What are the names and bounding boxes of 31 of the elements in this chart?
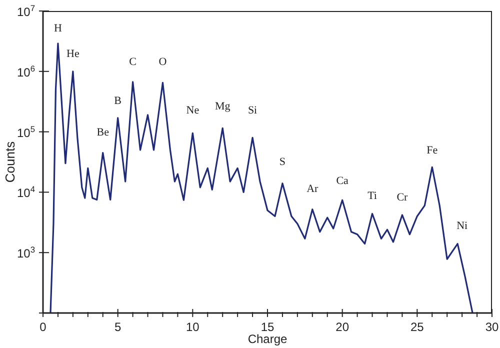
x-tick-label: 0 — [40, 320, 47, 334]
y-tick-label: 10$^{4}$ — [16, 184, 36, 200]
x-tick-label: 5 — [114, 320, 122, 334]
annotation: Ca — [336, 175, 349, 188]
y-tick-label: 10$^{3}$ — [16, 244, 36, 261]
y-axis-title: Counts — [2, 140, 18, 183]
annotation: C — [129, 56, 136, 68]
annotation: B — [114, 94, 122, 107]
annotation: Fe — [426, 144, 438, 157]
annotation: H — [54, 22, 62, 35]
x-tick-label: 15 — [260, 320, 274, 334]
x-tick-label: 30 — [485, 320, 499, 334]
x-tick-label: 20 — [336, 320, 350, 334]
y-tick-label: 10$^{5}$ — [16, 124, 36, 140]
line-series — [50, 42, 474, 313]
x-axis-title: Charge — [248, 332, 288, 346]
y-tick-label: 10$^{7}$ — [16, 3, 36, 19]
annotation: S — [279, 156, 286, 168]
annotation: Ne — [186, 104, 200, 117]
annotation: O — [158, 56, 167, 68]
y-tick-label: 10$^{6}$ — [16, 63, 36, 80]
x-tick-label: 25 — [410, 320, 424, 334]
annotation: Be — [96, 126, 110, 139]
annotation: He — [66, 48, 80, 60]
x-tick-label: 10 — [186, 320, 200, 334]
annotation: Si — [248, 104, 258, 117]
annotation: Ti — [368, 190, 377, 202]
annotation: Mg — [214, 100, 231, 112]
annotation: Ni — [456, 220, 468, 232]
annotation: Cr — [396, 192, 408, 204]
annotation: Ar — [306, 183, 319, 196]
